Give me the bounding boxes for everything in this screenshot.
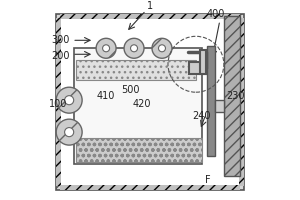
Circle shape	[124, 38, 144, 58]
Bar	[224, 16, 240, 176]
Text: 230: 230	[226, 91, 245, 101]
Circle shape	[152, 38, 172, 58]
Bar	[207, 46, 215, 156]
Circle shape	[64, 96, 74, 105]
Bar	[74, 48, 202, 164]
Bar	[189, 62, 206, 74]
Bar	[76, 60, 196, 80]
Circle shape	[96, 38, 116, 58]
Circle shape	[64, 128, 74, 137]
Bar	[76, 138, 202, 162]
Bar	[239, 18, 244, 186]
Text: 240: 240	[193, 111, 211, 121]
Bar	[56, 18, 61, 186]
Bar	[215, 100, 224, 112]
Bar	[56, 14, 244, 190]
Circle shape	[56, 87, 82, 113]
Text: 400: 400	[207, 9, 225, 19]
Circle shape	[158, 45, 166, 52]
Circle shape	[56, 119, 82, 145]
Text: 100: 100	[49, 99, 68, 109]
Text: 410: 410	[97, 91, 115, 101]
Bar	[200, 50, 206, 74]
Text: F: F	[205, 175, 211, 185]
Bar	[60, 18, 240, 186]
Circle shape	[130, 45, 137, 52]
Text: 420: 420	[133, 99, 151, 109]
Circle shape	[103, 45, 110, 52]
Bar	[60, 185, 240, 190]
Text: 200: 200	[51, 51, 69, 61]
Bar	[60, 14, 240, 19]
Text: 1: 1	[147, 1, 153, 11]
Text: 500: 500	[121, 85, 139, 95]
Text: 300: 300	[51, 35, 69, 45]
